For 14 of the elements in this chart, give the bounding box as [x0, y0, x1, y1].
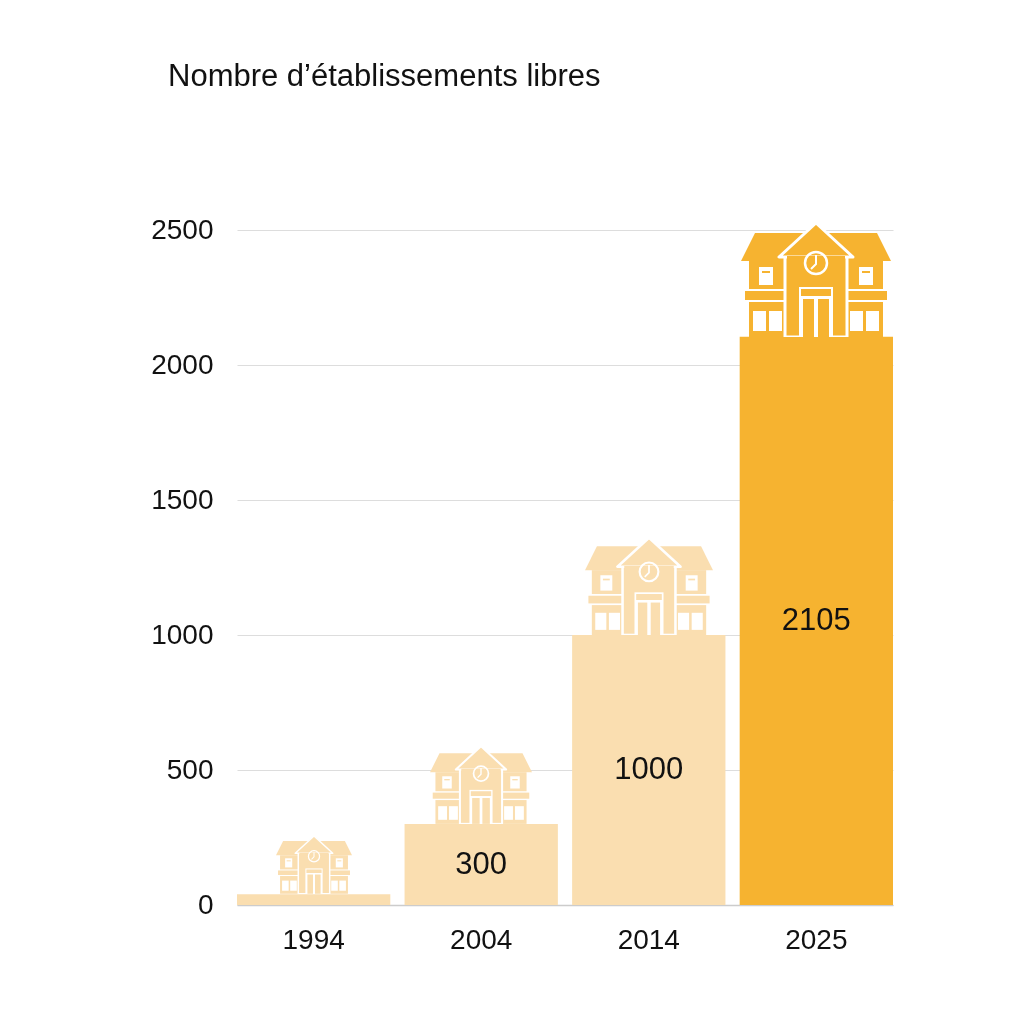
- x-tick-label: 2014: [617, 923, 680, 955]
- data-label: 1000: [614, 751, 684, 786]
- x-tick-label: 2004: [450, 923, 513, 955]
- data-label: 300: [455, 845, 508, 881]
- y-tick-label: 1000: [151, 618, 214, 650]
- y-tick-label: 500: [166, 753, 214, 785]
- y-tick-label: 2000: [151, 348, 214, 380]
- x-tick-label: 2025: [785, 923, 848, 955]
- data-label: 2105: [781, 601, 851, 637]
- y-tick-label: 2500: [151, 213, 214, 245]
- y-tick-label: 0: [197, 888, 214, 920]
- x-tick-label: 1994: [282, 923, 345, 955]
- chart-title: Nombre d’établissements libres: [168, 58, 601, 93]
- y-tick-label: 1500: [151, 483, 214, 515]
